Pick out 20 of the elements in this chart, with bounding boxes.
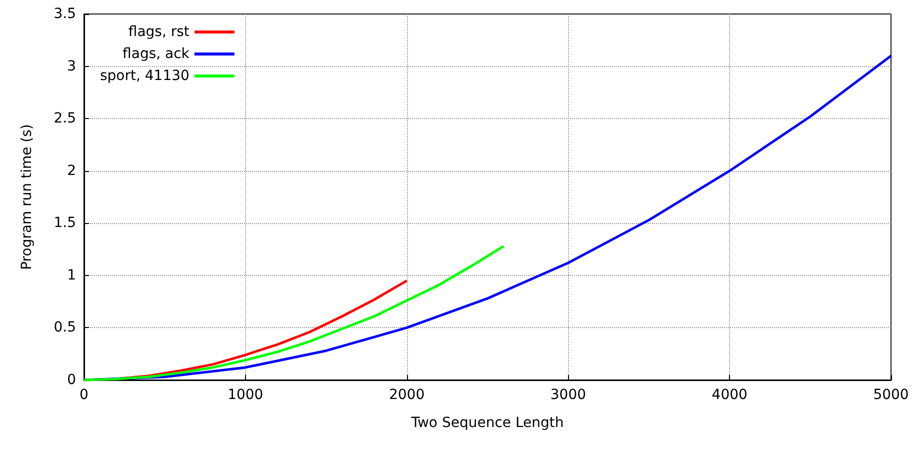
x-axis-title: Two Sequence Length bbox=[410, 415, 564, 431]
y-tick-label: 3.5 bbox=[54, 6, 76, 22]
x-tick-label: 4000 bbox=[712, 387, 748, 403]
line-series bbox=[82, 244, 505, 382]
y-tick-label: 1 bbox=[67, 267, 76, 284]
legend-label: flags, ack bbox=[122, 46, 190, 62]
y-tick-label: 1.5 bbox=[54, 215, 76, 232]
y-tick-label: 0 bbox=[67, 372, 76, 388]
x-tick-label: 0 bbox=[80, 387, 88, 403]
y-tick-label: 2 bbox=[67, 162, 76, 179]
x-tick-label: 3000 bbox=[550, 387, 586, 403]
x-tick-label: 5000 bbox=[873, 387, 909, 403]
y-tick-label: 2.5 bbox=[54, 110, 76, 127]
y-tick-label: 0.5 bbox=[54, 320, 76, 336]
y-tick-label: 3 bbox=[67, 58, 76, 74]
legend-label: flags, rst bbox=[128, 24, 190, 40]
x-tick-label: 2000 bbox=[388, 387, 425, 403]
x-tick-label: 1000 bbox=[228, 387, 264, 403]
y-axis-title: Program run time (s) bbox=[19, 124, 35, 270]
legend-label: sport, 41130 bbox=[100, 68, 190, 84]
